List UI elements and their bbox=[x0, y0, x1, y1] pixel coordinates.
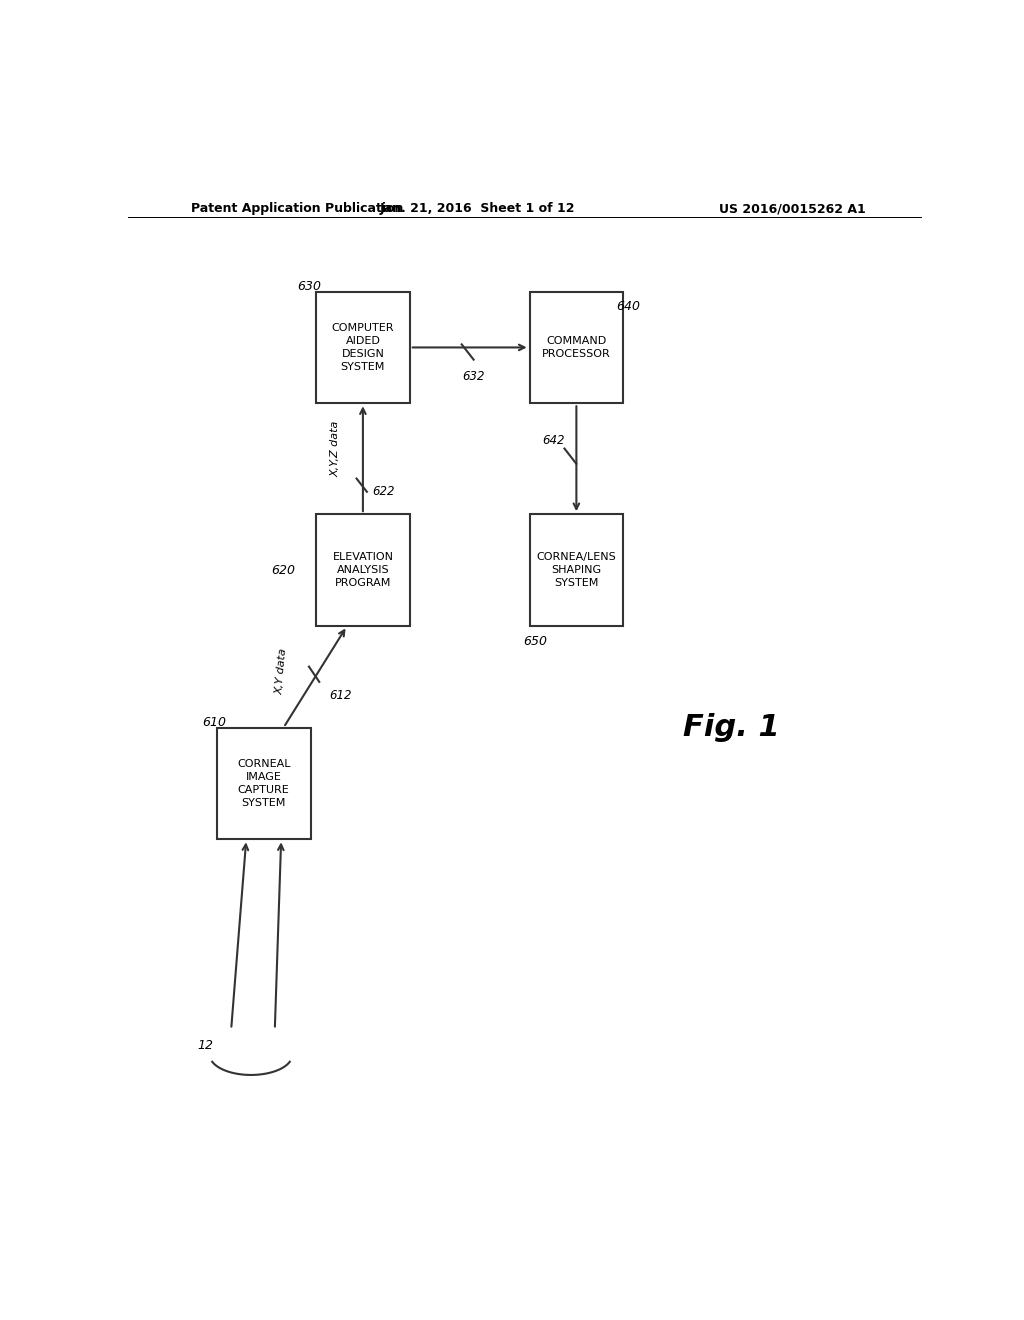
Text: 640: 640 bbox=[616, 300, 640, 313]
Text: 620: 620 bbox=[271, 564, 296, 577]
Bar bbox=[529, 292, 624, 404]
Text: ELEVATION
ANALYSIS
PROGRAM: ELEVATION ANALYSIS PROGRAM bbox=[333, 552, 393, 589]
Bar bbox=[217, 727, 310, 840]
Text: X,Y data: X,Y data bbox=[274, 648, 288, 696]
Text: Jan. 21, 2016  Sheet 1 of 12: Jan. 21, 2016 Sheet 1 of 12 bbox=[380, 202, 574, 215]
Text: CORNEAL
IMAGE
CAPTURE
SYSTEM: CORNEAL IMAGE CAPTURE SYSTEM bbox=[237, 759, 291, 808]
Text: Fig. 1: Fig. 1 bbox=[683, 713, 779, 742]
Text: COMMAND
PROCESSOR: COMMAND PROCESSOR bbox=[542, 335, 610, 359]
Text: 12: 12 bbox=[198, 1039, 214, 1052]
Bar bbox=[316, 292, 410, 404]
Text: 610: 610 bbox=[203, 715, 226, 729]
Text: 630: 630 bbox=[297, 280, 321, 293]
Text: CORNEA/LENS
SHAPING
SYSTEM: CORNEA/LENS SHAPING SYSTEM bbox=[537, 552, 616, 589]
Text: 632: 632 bbox=[463, 370, 484, 383]
Text: COMPUTER
AIDED
DESIGN
SYSTEM: COMPUTER AIDED DESIGN SYSTEM bbox=[332, 322, 394, 372]
Text: US 2016/0015262 A1: US 2016/0015262 A1 bbox=[719, 202, 866, 215]
Text: Patent Application Publication: Patent Application Publication bbox=[191, 202, 403, 215]
Text: 612: 612 bbox=[329, 689, 351, 701]
Bar bbox=[316, 515, 410, 626]
Text: X,Y,Z data: X,Y,Z data bbox=[331, 420, 341, 477]
Text: 650: 650 bbox=[523, 635, 547, 648]
Text: 642: 642 bbox=[542, 434, 564, 447]
Bar bbox=[529, 515, 624, 626]
Text: 622: 622 bbox=[373, 486, 395, 498]
